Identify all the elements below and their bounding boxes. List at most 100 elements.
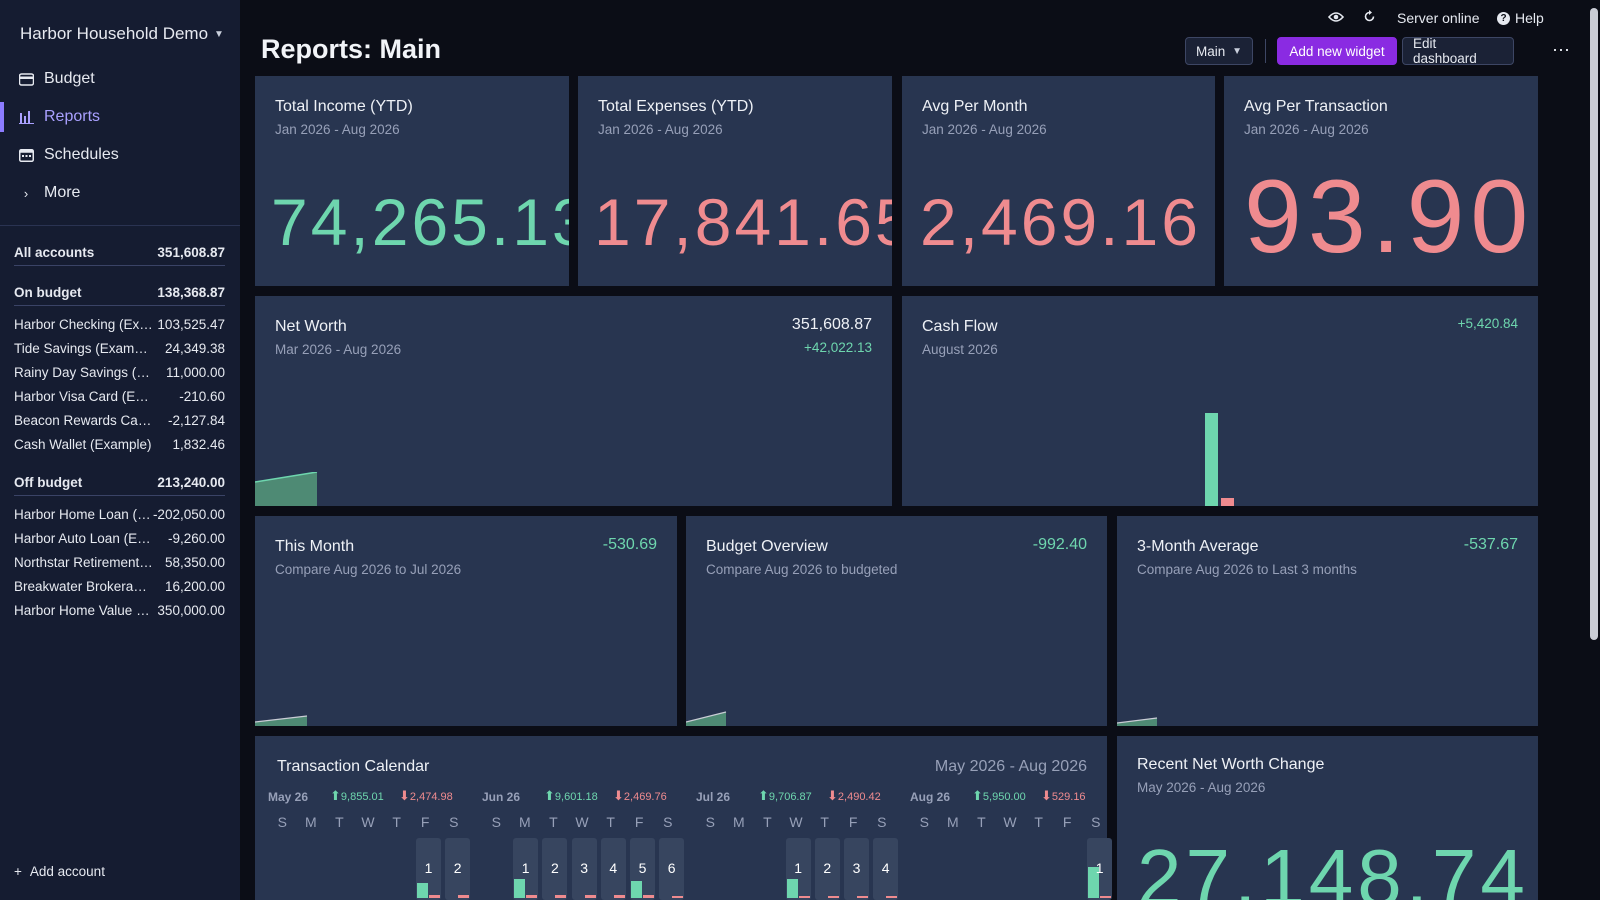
account-row[interactable]: Cash Wallet (Example) 1,832.46 (14, 432, 225, 456)
card-value: -992.40 (1032, 536, 1087, 553)
calendar-day-cell[interactable]: 2 (445, 838, 471, 900)
card-three-month-average[interactable]: 3-Month Average Compare Aug 2026 to Last… (1117, 516, 1538, 726)
account-name: Harbor Auto Loan (Example) (14, 530, 154, 546)
card-title: Cash Flow (922, 318, 998, 335)
card-cash-flow[interactable]: Cash Flow August 2026 +5,420.84 (902, 296, 1538, 506)
eye-icon (1327, 10, 1345, 26)
account-name: Rainy Day Savings (Example) (14, 364, 154, 380)
account-row[interactable]: Harbor Home Loan (Example)-202,050.00 (14, 502, 225, 526)
card-value: 27,148.74 (1137, 833, 1529, 900)
account-balance: 1,832.46 (172, 436, 225, 452)
calendar-day-cell[interactable]: 1 (513, 838, 539, 900)
dashboard-select[interactable]: Main ▼ (1185, 37, 1253, 65)
account-balance: 24,349.38 (164, 340, 225, 356)
off-budget-row[interactable]: Off budget 213,240.00 (14, 470, 225, 496)
card-avg-per-transaction[interactable]: Avg Per Transaction Jan 2026 - Aug 2026 … (1224, 76, 1538, 286)
account-row[interactable]: Harbor Checking (Example)103,525.47 (14, 312, 225, 336)
account-row[interactable]: Northstar Retirement (Example) 58,350.00 (14, 550, 225, 574)
budget-name-button[interactable]: Harbor Household Demo ▼ (20, 24, 224, 44)
account-balance: 58,350.00 (164, 554, 225, 570)
calendar-day-cell[interactable]: 4 (600, 838, 626, 900)
card-title: Total Income (YTD) (275, 98, 413, 115)
card-this-month[interactable]: This Month Compare Aug 2026 to Jul 2026 … (255, 516, 677, 726)
calendar-range: May 2026 - Aug 2026 (934, 758, 1087, 775)
account-row[interactable]: Harbor Auto Loan (Example) -9,260.00 (14, 526, 225, 550)
sidebar-divider (0, 225, 240, 226)
card-recent-net-worth-change[interactable]: Recent Net Worth Change May 2026 - Aug 2… (1117, 736, 1538, 900)
nav-item-reports[interactable]: Reports (0, 98, 240, 136)
weekday-label: F (420, 814, 430, 830)
card-value: 2,469.16 (920, 185, 1201, 259)
nav-label: Schedules (44, 146, 119, 163)
card-budget-overview[interactable]: Budget Overview Compare Aug 2026 to budg… (686, 516, 1107, 726)
weekday-label: T (820, 814, 829, 830)
day-expense-bar (1100, 896, 1112, 898)
calendar-income-value: 9,855.01 (340, 791, 384, 803)
day-number: 1 (424, 860, 433, 876)
weekday-label: S (877, 814, 887, 830)
help-button[interactable]: ? Help (1497, 10, 1544, 26)
account-row[interactable]: Harbor Visa Card (Example) -210.60 (14, 384, 225, 408)
edit-dashboard-button[interactable]: Edit dashboard (1402, 36, 1514, 66)
card-total-income[interactable]: Total Income (YTD) Jan 2026 - Aug 2026 7… (255, 76, 569, 286)
add-widget-button[interactable]: Add new widget (1277, 37, 1397, 65)
account-row[interactable]: Rainy Day Savings (Example) 11,000.00 (14, 360, 225, 384)
calendar-day-cell[interactable]: 2 (814, 838, 840, 900)
nav-item-budget[interactable]: Budget (0, 60, 240, 98)
dashboard-select-value: Main (1196, 43, 1226, 59)
add-account-button[interactable]: + Add account (14, 864, 105, 879)
account-balance: 103,525.47 (157, 316, 225, 332)
account-balance: 11,000.00 (165, 364, 225, 380)
more-options-icon[interactable]: ⋯ (1552, 40, 1570, 60)
calendar-expense: ⬇529.16 (1041, 788, 1086, 804)
add-account-label: Add account (29, 864, 105, 879)
card-value: 17,841.65 (594, 185, 892, 259)
calendar-day-cell[interactable]: 1 (1087, 838, 1113, 900)
account-name: Harbor Checking (Example) (14, 316, 154, 332)
account-row[interactable]: Harbor Home Value (Example)350,000.00 (14, 598, 225, 622)
off-budget-accounts: Harbor Home Loan (Example)-202,050.00Har… (14, 502, 225, 622)
calendar-day-cell[interactable]: 3 (844, 838, 869, 900)
day-income-bar (786, 879, 798, 898)
card-net-worth[interactable]: Net Worth Mar 2026 - Aug 2026 351,608.87… (255, 296, 892, 506)
on-budget-row[interactable]: On budget 138,368.87 (14, 280, 225, 306)
sync-button[interactable] (1363, 10, 1376, 26)
net-worth-change: +42,022.13 (804, 340, 872, 355)
weekday-label: S (1091, 814, 1101, 830)
server-status[interactable]: Server online (1397, 10, 1480, 26)
calendar-day-cell[interactable]: 1 (785, 838, 811, 900)
calendar-day-cell[interactable]: 4 (873, 838, 899, 900)
all-accounts-row[interactable]: All accounts 351,608.87 (14, 240, 225, 266)
calendar-day-cell[interactable]: 3 (571, 838, 597, 900)
calendar-day-cell[interactable]: 1 (416, 838, 441, 900)
nav-item-more[interactable]: › More (0, 174, 240, 212)
chevron-down-icon: ▼ (1232, 45, 1242, 57)
day-income-bar (631, 880, 642, 898)
account-row[interactable]: Breakwater Brokerage (Example) 16,200.00 (14, 574, 225, 598)
calendar-day-cell[interactable]: 2 (542, 838, 568, 900)
card-value: -537.67 (1463, 536, 1518, 553)
account-row[interactable]: Beacon Rewards Card (Example) -2,127.84 (14, 408, 225, 432)
card-subtitle: May 2026 - Aug 2026 (1137, 780, 1266, 795)
calendar-day-cell[interactable]: 6 (659, 838, 685, 900)
card-title: Total Expenses (YTD) (598, 98, 754, 115)
page-scrollbar[interactable] (1590, 8, 1598, 640)
net-worth-area (255, 472, 317, 506)
privacy-toggle[interactable] (1327, 10, 1345, 26)
weekday-label: S (277, 814, 287, 830)
account-name: Off budget (14, 475, 83, 490)
this-month-sparkline (255, 715, 308, 726)
calendar-income-value: 9,706.87 (768, 791, 812, 803)
card-avg-per-month[interactable]: Avg Per Month Jan 2026 - Aug 2026 2,469.… (902, 76, 1215, 286)
day-number: 3 (852, 860, 861, 876)
calendar-day-cell[interactable]: 5 (630, 838, 655, 900)
day-expense-bar (526, 894, 538, 898)
card-total-expenses[interactable]: Total Expenses (YTD) Jan 2026 - Aug 2026… (578, 76, 892, 286)
nav-item-schedules[interactable]: Schedules (0, 136, 240, 174)
calendar-expense-value: 529.16 (1051, 791, 1086, 803)
arrow-up-icon: ⬆ (758, 788, 769, 803)
calendar-expense: ⬇2,469.76 (613, 788, 667, 804)
account-row[interactable]: Tide Savings (Example) 24,349.38 (14, 336, 225, 360)
account-name: Harbor Visa Card (Example) (14, 388, 154, 404)
